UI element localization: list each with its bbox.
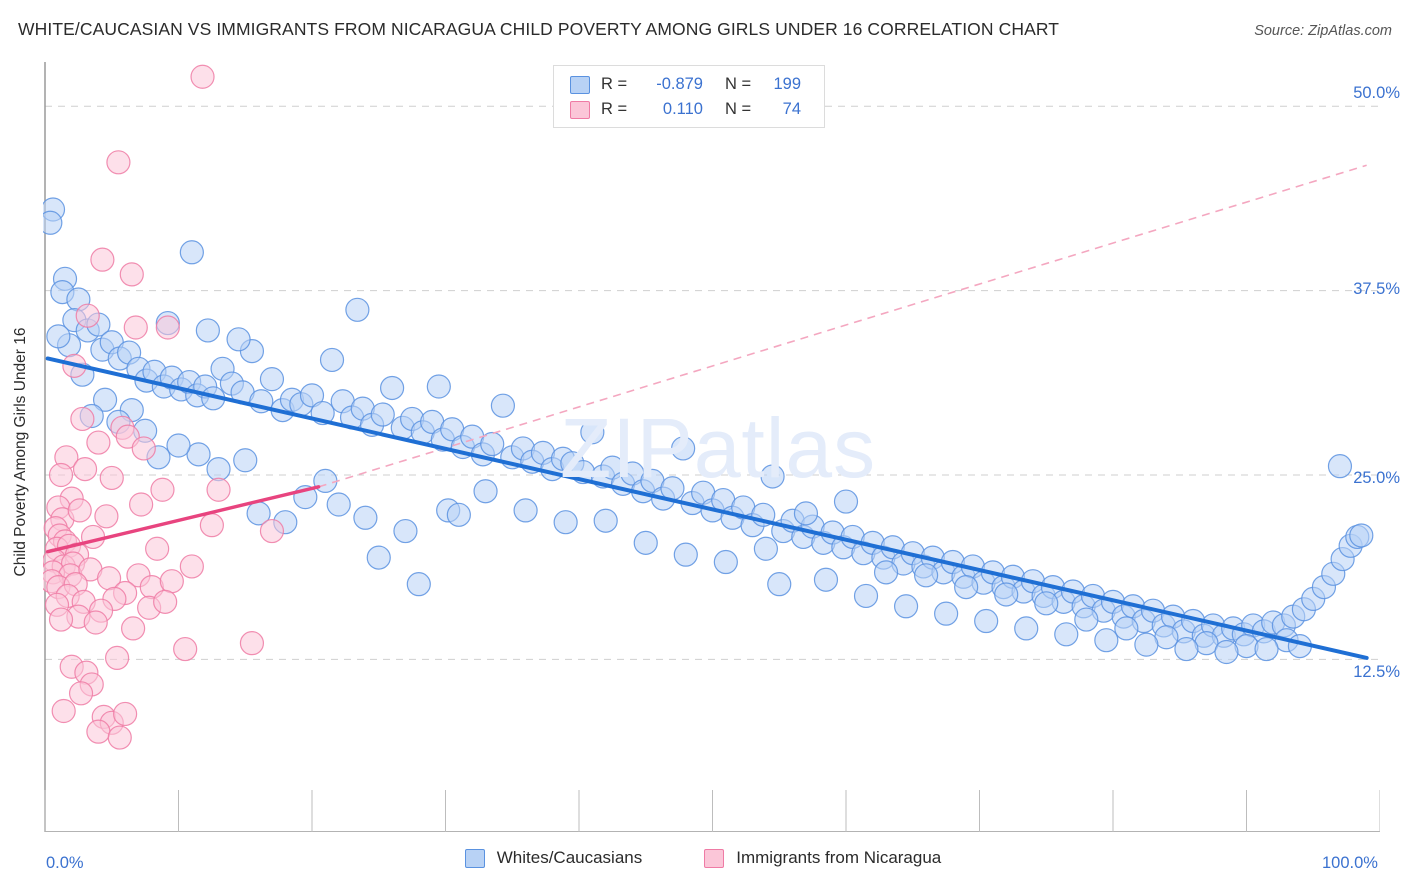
- y-tick-label-50: 50.0%: [1353, 84, 1400, 102]
- series-swatch-blue: [464, 848, 485, 868]
- source-label: Source: ZipAtlas.com: [1254, 23, 1392, 39]
- n-value-blue: 199: [773, 75, 801, 93]
- series-label-nicaragua: Immigrants from Nicaragua: [736, 848, 942, 867]
- x-tick-label-max: 100.0%: [1322, 854, 1378, 872]
- n-label-blue: N =: [725, 75, 752, 93]
- legend-swatch-pink: [570, 100, 590, 119]
- legend-swatch-blue: [570, 75, 590, 94]
- x-tick-label-min: 0.0%: [46, 854, 84, 872]
- series-swatch-pink: [704, 848, 725, 868]
- x-axis-ticks: [44, 790, 1380, 832]
- y-tick-label-12: 12.5%: [1353, 663, 1400, 681]
- correlation-row-whites: R = -0.879 N = 199: [570, 72, 812, 97]
- correlation-row-nicaragua: R = 0.110 N = 74: [570, 97, 812, 122]
- series-legend-item-nicaragua[interactable]: Immigrants from Nicaragua: [704, 848, 941, 868]
- series-legend-item-whites[interactable]: Whites/Caucasians: [464, 848, 643, 868]
- y-tick-label-25: 25.0%: [1353, 469, 1400, 487]
- y-tick-label-37: 37.5%: [1353, 280, 1400, 298]
- r-value-pink: 0.110: [662, 100, 703, 118]
- y-axis-title: Child Poverty Among Girls Under 16: [12, 327, 29, 577]
- data-points-whites: [43, 197, 1374, 665]
- scatter-plot: [43, 62, 1380, 832]
- plot-area: [43, 62, 1380, 832]
- page-title: WHITE/CAUCASIAN VS IMMIGRANTS FROM NICAR…: [18, 19, 1060, 39]
- data-points-nicaragua: [43, 64, 285, 750]
- r-value-blue: -0.879: [656, 75, 703, 93]
- n-value-pink: 74: [782, 100, 801, 118]
- series-label-whites: Whites/Caucasians: [496, 848, 643, 867]
- trend-lines: [45, 164, 1369, 660]
- n-label-pink: N =: [725, 100, 752, 118]
- correlation-legend: R = -0.879 N = 199 R = 0.110 N = 74: [553, 65, 825, 128]
- r-label-blue: R =: [601, 75, 628, 93]
- series-legend: Whites/Caucasians Immigrants from Nicara…: [0, 848, 1406, 868]
- r-label-pink: R =: [601, 100, 628, 118]
- axis-lines: [44, 62, 1380, 832]
